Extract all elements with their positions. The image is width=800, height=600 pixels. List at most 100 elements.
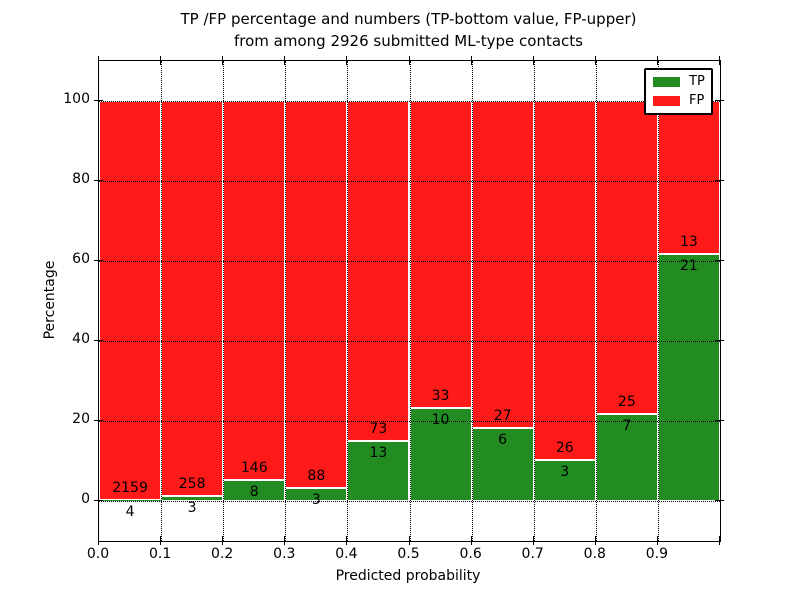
tp-count-label: 10 [431, 411, 450, 428]
x-tick-label: 0.2 [211, 546, 234, 562]
legend-entry: TP [653, 75, 705, 89]
x-tick-mark [656, 536, 658, 545]
x-tick-mark-top [656, 56, 658, 65]
x-tick-mark [594, 536, 596, 545]
x-tick-label: 0.5 [397, 546, 420, 562]
x-tick-mark-top [346, 56, 348, 65]
y-tick-label: 20 [72, 411, 90, 427]
x-tick-mark [719, 536, 720, 545]
bar-segment-tp [657, 253, 720, 501]
x-tick-mark-top [408, 56, 410, 65]
v-gridline [347, 61, 349, 541]
tp-count-label: 13 [369, 444, 388, 461]
legend-label: TP [689, 74, 705, 89]
x-tick-mark [98, 536, 99, 545]
v-gridline [223, 61, 225, 541]
v-gridline [595, 61, 597, 541]
legend-swatch-fp [653, 96, 680, 106]
fp-count-label: 33 [431, 387, 450, 404]
v-gridline [657, 61, 659, 541]
x-tick-mark-top [222, 56, 224, 65]
x-tick-mark-top [719, 56, 720, 65]
y-tick-label: 40 [72, 331, 90, 347]
fp-count-label: 27 [493, 408, 512, 425]
bar-segment-fp [471, 101, 534, 429]
y-tick-mark [94, 260, 103, 261]
bar-segment-fp [595, 101, 658, 414]
fp-count-label: 25 [617, 393, 636, 410]
x-tick-label: 0.3 [273, 546, 296, 562]
x-axis-label: Predicted probability [335, 568, 481, 584]
v-gridline [533, 61, 535, 541]
fp-count-label: 88 [307, 467, 326, 484]
y-tick-mark [94, 340, 103, 341]
x-tick-mark [160, 536, 162, 545]
x-tick-mark-top [98, 56, 99, 65]
x-tick-label: 0.6 [459, 546, 482, 562]
bar-segment-fp [99, 101, 162, 501]
v-gridline [471, 61, 473, 541]
x-tick-label: 0.1 [148, 546, 172, 562]
y-tick-mark-right [715, 180, 724, 181]
chart-title-line2: from among 2926 submitted ML-type contac… [234, 32, 583, 50]
tp-count-label: 8 [249, 484, 259, 501]
bar-segment-tp [99, 500, 162, 501]
y-tick-mark-right [715, 340, 724, 341]
fp-count-label: 258 [178, 476, 206, 493]
v-gridline [285, 61, 287, 541]
x-tick-mark-top [160, 56, 162, 65]
bar-segment-tp [471, 428, 534, 501]
x-tick-mark-top [470, 56, 472, 65]
bar-segment-fp [223, 101, 286, 481]
x-tick-mark [284, 536, 286, 545]
v-gridline [161, 61, 163, 541]
tp-count-label: 3 [560, 463, 570, 480]
fp-count-label: 73 [369, 420, 388, 437]
fp-count-label: 13 [680, 233, 698, 250]
legend-entry: FP [653, 94, 705, 108]
x-tick-mark-top [594, 56, 596, 65]
bar-segment-fp [657, 101, 720, 254]
y-tick-label: 0 [81, 491, 90, 507]
bar-segment-tp [533, 459, 596, 501]
y-tick-mark-right [715, 100, 724, 101]
chart-title: TP /FP percentage and numbers (TP-bottom… [98, 8, 719, 52]
legend-swatch-tp [653, 77, 680, 87]
x-tick-mark-top [284, 56, 286, 65]
fp-count-label: 2159 [112, 480, 148, 497]
y-tick-mark [94, 180, 103, 181]
x-tick-label: 0.8 [583, 546, 606, 562]
y-tick-mark [94, 500, 103, 501]
tp-count-label: 7 [622, 417, 632, 434]
y-tick-label: 80 [72, 171, 90, 187]
x-tick-mark [470, 536, 472, 545]
tp-count-label: 3 [311, 491, 321, 508]
y-tick-label: 100 [63, 91, 90, 107]
x-tick-mark [346, 536, 348, 545]
bar-segment-fp [285, 101, 348, 488]
tp-count-label: 6 [498, 432, 508, 449]
y-tick-mark-right [715, 260, 724, 261]
chart-title-line1: TP /FP percentage and numbers (TP-bottom… [180, 10, 637, 28]
y-tick-mark [94, 100, 103, 101]
fp-count-label: 146 [240, 460, 268, 477]
y-axis-label: Percentage [42, 260, 58, 340]
legend-label: FP [689, 93, 705, 108]
y-tick-mark [94, 420, 103, 421]
x-tick-label: 0.0 [86, 546, 110, 562]
tp-count-label: 21 [680, 257, 698, 274]
y-tick-mark-right [715, 420, 724, 421]
x-tick-mark [532, 536, 534, 545]
x-tick-mark [408, 536, 410, 545]
v-gridline [409, 61, 411, 541]
x-tick-mark [222, 536, 224, 545]
x-tick-label: 0.7 [521, 546, 544, 562]
tp-count-label: 3 [187, 500, 197, 517]
plot-area: TP FP 2159 4 258 3 146 8 88 3 73 13 33 10 27 6 26 3 25 7 13… [98, 60, 721, 542]
x-tick-label: 0.4 [335, 546, 358, 562]
bar-segment-fp [409, 101, 472, 408]
fp-count-label: 26 [555, 439, 574, 456]
x-tick-label: 0.9 [645, 546, 669, 562]
bar-segment-tp [347, 440, 410, 501]
